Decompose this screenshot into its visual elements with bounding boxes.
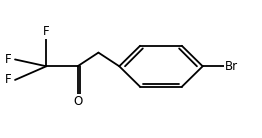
Text: F: F	[43, 25, 50, 38]
Text: F: F	[5, 73, 12, 86]
Text: O: O	[73, 95, 82, 108]
Text: Br: Br	[225, 60, 238, 73]
Text: F: F	[5, 53, 12, 66]
